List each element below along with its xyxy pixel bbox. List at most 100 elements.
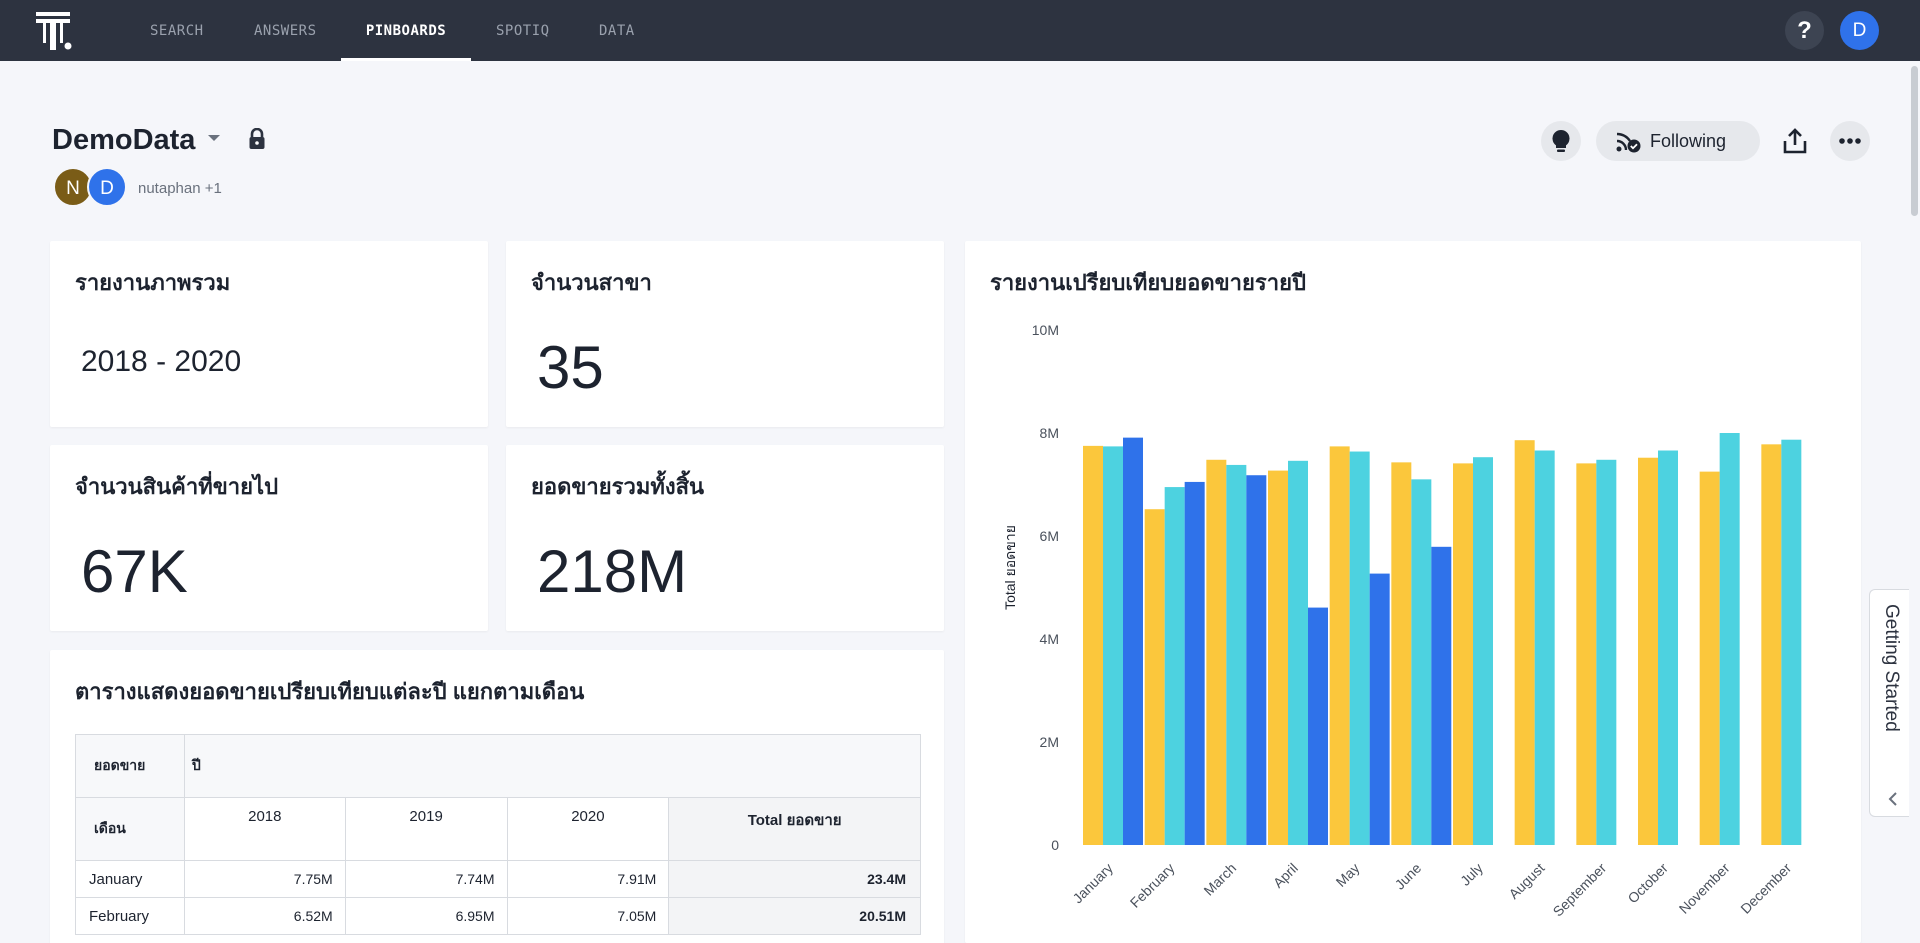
x-tick-label: September — [1550, 860, 1610, 920]
kpi-value: 2018 - 2020 — [81, 345, 242, 378]
table-cell: 7.05M — [506, 897, 670, 935]
y-axis-label: Total ยอดขาย — [1002, 525, 1018, 610]
bar-december-1 — [1781, 439, 1802, 845]
page-scrollbar[interactable] — [1909, 61, 1920, 943]
kpi-value: 35 — [537, 334, 604, 401]
x-tick-label: December — [1737, 860, 1794, 917]
row-label: February — [75, 897, 185, 935]
table-row: February 6.52M 6.95M 7.05M 20.51M — [75, 897, 921, 935]
bar-february-2 — [1184, 481, 1205, 845]
x-tick-label: January — [1069, 860, 1116, 907]
chart-title: รายงานเปรียบเทียบยอดขายรายปี — [990, 270, 1306, 295]
bar-november-0 — [1699, 471, 1720, 845]
y-tick-label: 10M — [1032, 322, 1059, 338]
bar-september-1 — [1596, 459, 1617, 845]
table-cell: 7.74M — [344, 860, 508, 898]
following-rss-check-icon — [1616, 132, 1641, 153]
pinboard-title[interactable]: DemoData — [52, 124, 196, 156]
bar-may-0 — [1329, 446, 1350, 845]
thoughtspot-logo[interactable] — [36, 12, 74, 50]
kpi-card-total-sales[interactable]: ยอดขายรวมทั้งสิ้น 218M — [506, 445, 944, 631]
nav-pinboards[interactable]: PINBOARDS — [341, 0, 471, 61]
y-tick-label: 4M — [1040, 631, 1059, 647]
bar-september-0 — [1576, 463, 1597, 845]
pivot-table-card[interactable]: ตารางแสดงยอดขายเปรียบเทียบแต่ละปี แยกตาม… — [50, 650, 944, 943]
nav-data[interactable]: DATA — [599, 23, 635, 39]
nav-spotiq[interactable]: SPOTIQ — [496, 23, 550, 39]
row-label: January — [75, 860, 185, 898]
bar-august-0 — [1514, 440, 1535, 845]
kpi-title: จำนวนสินค้าที่ขายไป — [75, 474, 279, 499]
bar-january-2 — [1123, 437, 1143, 845]
avatar-initial: D — [100, 178, 114, 199]
bar-january-1 — [1103, 446, 1123, 845]
user-avatar-button[interactable]: D — [1840, 11, 1879, 50]
ellipsis-icon — [1839, 138, 1861, 144]
help-button[interactable]: ? — [1785, 11, 1824, 50]
kpi-title: จำนวนสาขา — [531, 270, 652, 295]
x-tick-label: October — [1624, 860, 1671, 907]
bar-june-2 — [1431, 546, 1452, 845]
x-tick-label: June — [1392, 860, 1425, 893]
total-cell: 23.4M — [668, 860, 921, 898]
kpi-title: รายงานภาพรวม — [75, 270, 231, 295]
top-nav: SEARCH ANSWERS PINBOARDS SPOTIQ DATA ? D — [0, 0, 1920, 61]
spotiq-insights-button[interactable] — [1541, 121, 1581, 161]
bar-february-1 — [1164, 487, 1185, 845]
nav-search[interactable]: SEARCH — [150, 23, 204, 39]
x-tick-label: February — [1127, 860, 1178, 911]
bar-june-1 — [1411, 479, 1432, 845]
bar-december-0 — [1761, 444, 1782, 845]
column-header[interactable]: 2020 — [506, 797, 670, 861]
lock-icon — [249, 128, 265, 149]
total-column-header[interactable]: Total ยอดขาย — [668, 797, 921, 861]
bar-april-1 — [1288, 460, 1308, 845]
bar-july-0 — [1453, 463, 1473, 845]
bar-october-1 — [1658, 450, 1678, 845]
bar-june-0 — [1391, 462, 1412, 845]
table-cell: 6.95M — [344, 897, 508, 935]
bar-march-1 — [1226, 464, 1247, 845]
x-tick-label: March — [1200, 860, 1239, 899]
chart-card[interactable]: รายงานเปรียบเทียบยอดขายรายปี 0 2M 4M 6M 8M 10… — [965, 241, 1861, 943]
bar-may-1 — [1349, 451, 1370, 845]
more-options-button[interactable] — [1830, 121, 1870, 161]
nav-answers[interactable]: ANSWERS — [254, 23, 317, 39]
owners-label[interactable]: nutaphan +1 — [138, 180, 222, 197]
chevron-left-icon[interactable] — [1886, 790, 1900, 808]
measure-header: ยอดขาย — [75, 734, 185, 798]
kpi-value: 67K — [81, 538, 188, 605]
row-header: เดือน — [75, 797, 185, 861]
bar-april-2 — [1308, 607, 1328, 845]
kpi-title: ยอดขายรวมทั้งสิ้น — [531, 474, 705, 499]
bar-january-0 — [1083, 445, 1103, 845]
table-cell: 6.52M — [183, 897, 346, 935]
kpi-card-branches[interactable]: จำนวนสาขา 35 — [506, 241, 944, 427]
pivot-table: ยอดขาย ปี เดือน 2018 2019 2020 Total ยอด… — [75, 734, 922, 935]
bar-april-0 — [1268, 470, 1288, 845]
column-group-header: ปี — [183, 734, 922, 798]
share-button[interactable] — [1775, 121, 1815, 161]
following-button[interactable]: Following — [1596, 121, 1760, 161]
scrollbar-thumb[interactable] — [1911, 66, 1918, 216]
bar-august-1 — [1534, 450, 1555, 845]
kpi-card-overview[interactable]: รายงานภาพรวม 2018 - 2020 — [50, 241, 488, 427]
column-header[interactable]: 2018 — [183, 797, 346, 861]
total-cell: 20.51M — [668, 897, 921, 935]
avatar-d[interactable]: D — [87, 167, 127, 207]
x-tick-label: November — [1676, 860, 1733, 917]
y-tick-label: 6M — [1040, 528, 1059, 544]
table-row: January 7.75M 7.74M 7.91M 23.4M — [75, 860, 921, 898]
lightbulb-icon — [1552, 129, 1570, 152]
bar-may-2 — [1369, 573, 1390, 845]
kpi-value: 218M — [537, 538, 688, 605]
x-tick-label: April — [1270, 860, 1301, 891]
table-cell: 7.75M — [183, 860, 346, 898]
column-header[interactable]: 2019 — [344, 797, 508, 861]
table-cell: 7.91M — [506, 860, 670, 898]
bar-october-0 — [1638, 457, 1658, 845]
kpi-card-items-sold[interactable]: จำนวนสินค้าที่ขายไป 67K — [50, 445, 488, 631]
x-tick-label: August — [1505, 860, 1547, 902]
getting-started-label: Getting Started — [1881, 604, 1902, 732]
title-dropdown-icon[interactable] — [208, 135, 220, 141]
